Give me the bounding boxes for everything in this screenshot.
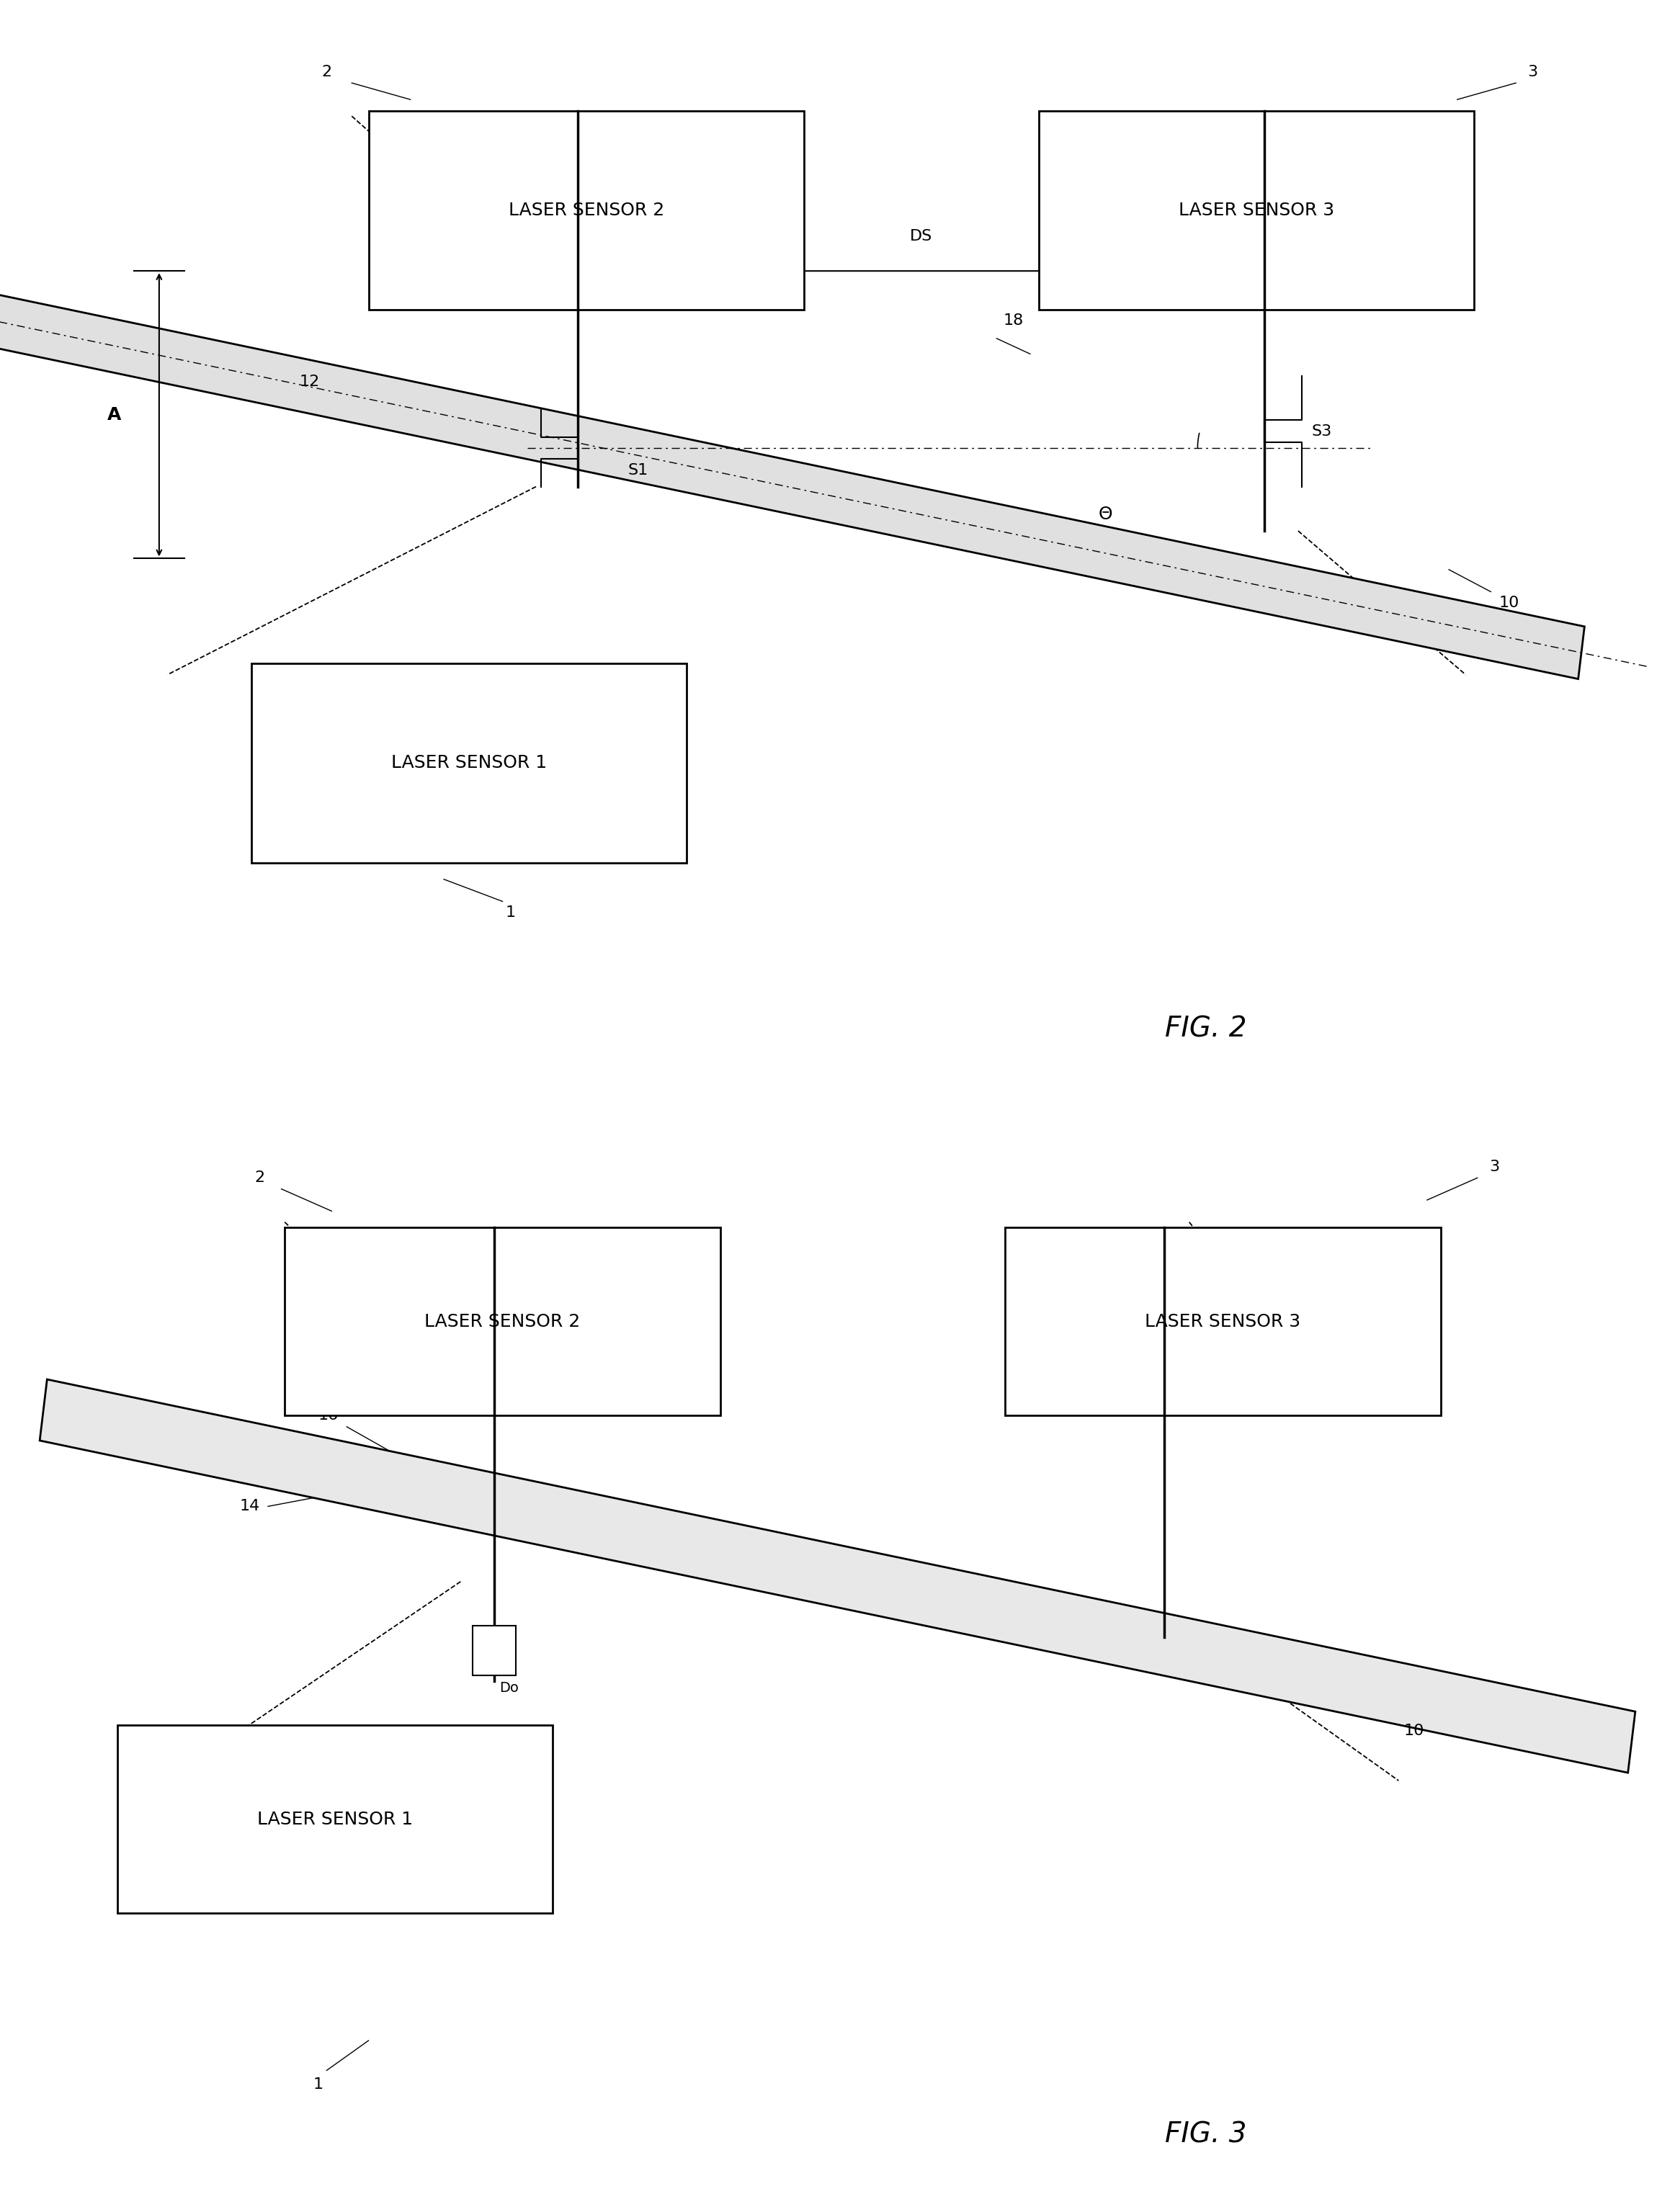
Text: LASER SENSOR 2: LASER SENSOR 2 xyxy=(508,201,665,219)
Text: LASER SENSOR 1: LASER SENSOR 1 xyxy=(258,1812,412,1827)
Text: LASER SENSOR 3: LASER SENSOR 3 xyxy=(1146,1314,1300,1329)
Text: 12: 12 xyxy=(300,374,320,389)
Bar xyxy=(368,111,804,310)
Text: Θ: Θ xyxy=(1099,507,1112,522)
Text: S1: S1 xyxy=(628,462,648,478)
Text: LASER SENSOR 3: LASER SENSOR 3 xyxy=(1179,201,1333,219)
Text: LASER SENSOR 2: LASER SENSOR 2 xyxy=(424,1314,581,1329)
Polygon shape xyxy=(0,294,1585,679)
Bar xyxy=(285,1228,720,1416)
Bar xyxy=(1038,111,1474,310)
Text: 18: 18 xyxy=(1003,314,1023,327)
Polygon shape xyxy=(40,1380,1635,1772)
Text: Do: Do xyxy=(499,1681,519,1694)
Text: 14: 14 xyxy=(240,1500,260,1513)
Text: 1: 1 xyxy=(313,2077,323,2093)
Text: LASER SENSOR 1: LASER SENSOR 1 xyxy=(392,754,546,772)
Text: A: A xyxy=(107,407,121,422)
Bar xyxy=(472,1626,516,1677)
Text: S3: S3 xyxy=(1312,425,1332,438)
Text: 2: 2 xyxy=(255,1170,265,1186)
Text: 2: 2 xyxy=(322,64,332,80)
Text: 10: 10 xyxy=(1404,1723,1424,1739)
Text: 16: 16 xyxy=(318,1409,338,1422)
Text: 10: 10 xyxy=(1499,595,1519,611)
Text: 1: 1 xyxy=(506,905,516,920)
Bar xyxy=(251,664,687,863)
Text: FIG. 2: FIG. 2 xyxy=(1166,1015,1246,1042)
Text: DS: DS xyxy=(910,228,933,243)
Text: 3: 3 xyxy=(1489,1159,1499,1175)
Text: FIG. 3: FIG. 3 xyxy=(1166,2121,1246,2148)
Bar xyxy=(1005,1228,1440,1416)
Text: S2: S2 xyxy=(429,263,449,279)
Text: 3: 3 xyxy=(1528,64,1538,80)
Bar xyxy=(117,1725,553,1913)
